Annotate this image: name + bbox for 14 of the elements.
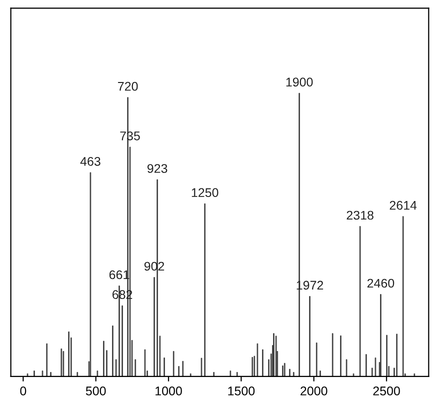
annotation: 1900 [286,78,313,87]
x-tick-label: 1000 [156,386,182,396]
x-tick-label: 2000 [300,386,328,396]
annotation: 2614 [390,200,417,210]
x-tick-label: 2500 [373,386,400,396]
annotation: 720 [118,82,138,91]
annotation: 463 [80,156,100,166]
x-tick-label: 500 [86,386,106,396]
annotation: 2460 [367,278,394,288]
annotation: 1250 [192,188,218,198]
annotation: 2318 [346,210,374,220]
annotation: 923 [147,164,168,173]
x-tick-label: 0 [20,386,26,396]
x-tick-label: 1500 [228,386,255,396]
